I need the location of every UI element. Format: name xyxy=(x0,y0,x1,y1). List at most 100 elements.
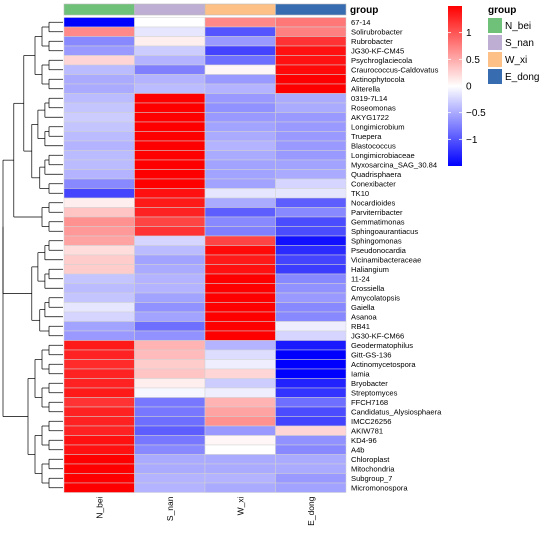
heatmap-cell xyxy=(63,197,135,208)
heatmap-cell xyxy=(275,36,347,47)
heatmap-cell xyxy=(204,102,276,113)
heatmap-cell xyxy=(275,74,347,85)
row-label: Craurococcus-Caldovatus xyxy=(351,65,439,74)
heatmap-cell xyxy=(63,454,135,465)
heatmap-cell xyxy=(204,169,276,180)
heatmap-cell xyxy=(134,102,206,113)
heatmap-cell xyxy=(275,45,347,56)
heatmap-cell xyxy=(204,226,276,237)
heatmap-cell xyxy=(204,463,276,474)
heatmap-cell xyxy=(63,159,135,170)
heatmap-cell xyxy=(63,302,135,313)
heatmap-cell xyxy=(275,159,347,170)
heatmap-cell xyxy=(134,264,206,275)
heatmap-cell xyxy=(275,131,347,142)
row-label: AKIW781 xyxy=(351,426,383,435)
row-label: Longimicrobium xyxy=(351,122,405,131)
heatmap-cell xyxy=(63,387,135,398)
heatmap-cell xyxy=(134,444,206,455)
heatmap-cell xyxy=(63,235,135,246)
heatmap-cell xyxy=(134,17,206,28)
heatmap-cell xyxy=(63,121,135,132)
heatmap-cell xyxy=(63,264,135,275)
heatmap-cell xyxy=(204,64,276,75)
row-label: Bryobacter xyxy=(351,379,388,388)
row-label: Subgroup_7 xyxy=(351,474,392,483)
heatmap-cell xyxy=(204,178,276,189)
annotation-cell-S_nan xyxy=(134,3,206,16)
heatmap-cell xyxy=(204,74,276,85)
group-legend-swatch-W_xi xyxy=(488,52,502,67)
heatmap-cell xyxy=(134,26,206,37)
heatmap-cell xyxy=(275,292,347,303)
heatmap-cell xyxy=(275,302,347,313)
group-annotation-bar xyxy=(63,3,347,16)
row-label: JG30-KF-CM66 xyxy=(351,331,404,340)
group-legend-label-E_dong: E_dong xyxy=(505,72,539,83)
heatmap-cell xyxy=(204,121,276,132)
heatmap-cell xyxy=(275,482,347,493)
column-label-E_dong: E_dong xyxy=(306,496,316,526)
heatmap-cell xyxy=(63,131,135,142)
heatmap-cell xyxy=(275,207,347,218)
column-label-W_xi: W_xi xyxy=(235,496,245,515)
group-legend-swatch-S_nan xyxy=(488,35,502,50)
heatmap-cell xyxy=(275,112,347,123)
heatmap-cell xyxy=(275,178,347,189)
heatmap-cell xyxy=(204,435,276,446)
heatmap-cell xyxy=(63,226,135,237)
heatmap-cell xyxy=(134,36,206,47)
heatmap-cell xyxy=(134,254,206,265)
heatmap-cell xyxy=(275,416,347,427)
heatmap-cell xyxy=(134,368,206,379)
heatmap-cell xyxy=(204,349,276,360)
heatmap-cell xyxy=(275,330,347,341)
heatmap-cell xyxy=(63,368,135,379)
heatmap-cell xyxy=(63,273,135,284)
heatmap-cell xyxy=(204,207,276,218)
heatmap-cell xyxy=(204,188,276,199)
heatmap-cell xyxy=(275,473,347,484)
row-label: Vicinamibacteraceae xyxy=(351,255,421,264)
heatmap-cell xyxy=(204,150,276,161)
row-label: Gitt-GS-136 xyxy=(351,350,392,359)
heatmap-cell xyxy=(275,340,347,351)
heatmap-cell xyxy=(275,435,347,446)
heatmap-cell xyxy=(63,17,135,28)
heatmap-cell xyxy=(204,55,276,66)
heatmap-cell xyxy=(63,150,135,161)
heatmap-cell xyxy=(275,140,347,151)
row-label: Truepera xyxy=(351,132,382,141)
group-legend-swatch-E_dong xyxy=(488,69,502,84)
heatmap-cell xyxy=(275,226,347,237)
heatmap-cell xyxy=(275,64,347,75)
row-label: Amycolatopsis xyxy=(351,293,400,302)
row-label: Micromonospora xyxy=(351,483,408,492)
row-label: Gemmatimonas xyxy=(351,217,405,226)
heatmap-cell xyxy=(63,169,135,180)
heatmap-cell xyxy=(204,321,276,332)
row-label: Sphingoaurantiacus xyxy=(351,227,418,236)
row-label: 11-24 xyxy=(351,274,370,283)
heatmap-cell xyxy=(275,463,347,474)
heatmap-cell xyxy=(204,283,276,294)
heatmap-cell xyxy=(204,83,276,94)
heatmap-cell xyxy=(134,425,206,436)
row-label: Conexibacter xyxy=(351,179,396,188)
column-label-N_bei: N_bei xyxy=(94,496,104,518)
heatmap-cell xyxy=(204,378,276,389)
heatmap-cell xyxy=(204,93,276,104)
heatmap-cell xyxy=(63,140,135,151)
heatmap-cell xyxy=(204,112,276,123)
heatmap-cell xyxy=(63,321,135,332)
color-scale-legend: 1 0.5 0 −0.5 −1 xyxy=(448,6,486,166)
row-label: KD4-96 xyxy=(351,436,377,445)
heatmap-cell xyxy=(204,131,276,142)
heatmap-cell xyxy=(134,292,206,303)
heatmap-cell xyxy=(134,235,206,246)
row-label: FFCH7168 xyxy=(351,398,388,407)
heatmap-cell xyxy=(63,482,135,493)
heatmap-cell xyxy=(134,74,206,85)
row-label: A4b xyxy=(351,445,365,454)
